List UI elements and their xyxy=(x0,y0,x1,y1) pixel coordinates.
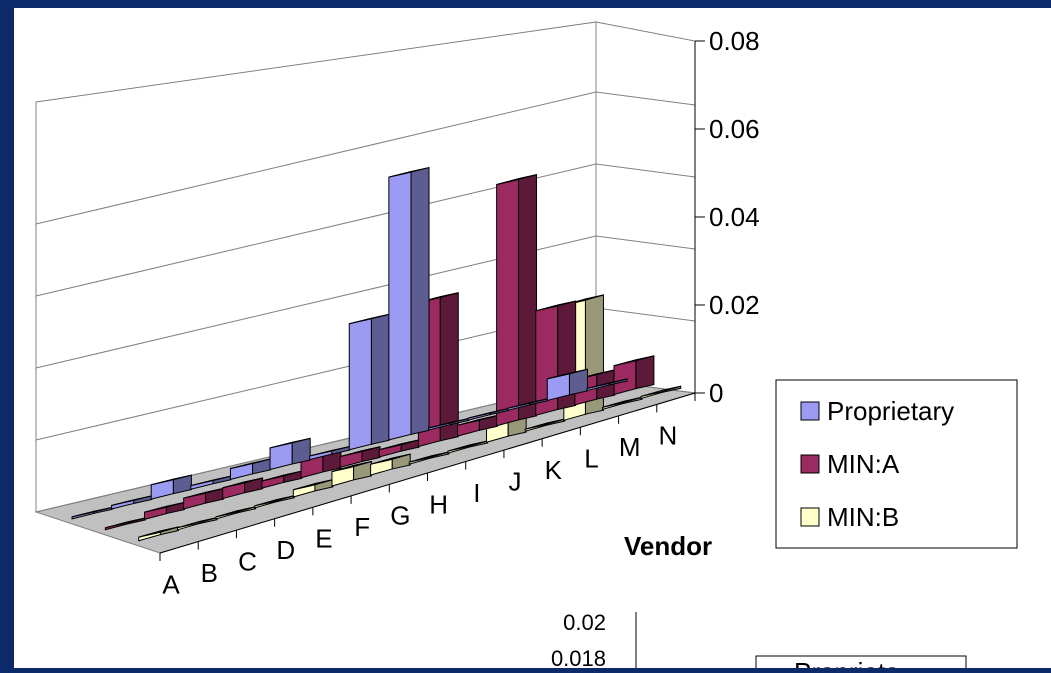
bar xyxy=(370,453,411,476)
second-chart-ytick-label: 0.02 xyxy=(563,610,606,635)
bar-front-face xyxy=(496,178,520,427)
bar xyxy=(269,437,311,471)
bar-side-face xyxy=(370,313,390,445)
x-tick-label: I xyxy=(473,478,480,508)
end-wall xyxy=(595,21,696,394)
y-tick-label: 0.04 xyxy=(709,202,760,232)
bar xyxy=(190,475,232,490)
gridline xyxy=(35,91,696,225)
x-tick-label: M xyxy=(619,432,641,462)
bar-top-face xyxy=(640,385,681,397)
bar-top-face xyxy=(535,300,576,312)
x-tick-label: F xyxy=(354,512,370,542)
bar-side-face xyxy=(439,292,459,442)
bar xyxy=(524,418,566,432)
x-tick-label: D xyxy=(276,535,295,565)
bar xyxy=(215,506,257,520)
x-axis-title: Vendor xyxy=(624,531,712,561)
bar-side-face xyxy=(518,174,538,421)
bar xyxy=(261,470,303,489)
bar xyxy=(331,460,373,487)
bar xyxy=(496,174,538,427)
x-tick-label: N xyxy=(659,421,678,451)
bar-top-face xyxy=(370,453,411,465)
bar-top-face xyxy=(613,355,655,367)
bar xyxy=(339,446,381,468)
bar xyxy=(507,398,549,411)
y-axis: 0 0.02 0.04 0.06 0.08 xyxy=(694,26,760,408)
x-tick-label: L xyxy=(584,444,598,474)
second-chart-ytick-label: 0.018 xyxy=(551,646,606,668)
legend-swatch xyxy=(800,507,820,527)
bar xyxy=(150,474,192,500)
legend-swatch xyxy=(800,401,820,421)
x-tick-label: K xyxy=(545,455,563,485)
x-tick-label: G xyxy=(390,501,410,531)
bar-side-face xyxy=(410,166,430,435)
bar-front-face xyxy=(388,170,412,441)
bar xyxy=(348,313,390,451)
bar-top-face xyxy=(222,477,263,489)
bar-top-face xyxy=(586,378,628,390)
legend-label: Proprietary xyxy=(827,396,954,426)
bar xyxy=(176,517,218,531)
bar xyxy=(222,477,264,500)
second-chart-legend-label: Proprieta xyxy=(794,657,900,668)
x-tick-label: A xyxy=(162,569,180,599)
legend-label: MIN:A xyxy=(827,449,900,479)
y-tick-label: 0 xyxy=(709,378,723,408)
bar xyxy=(111,495,153,510)
bar-side-face xyxy=(635,355,655,390)
bar-top-face xyxy=(388,167,430,178)
bar xyxy=(229,458,272,481)
legend-label: MIN:B xyxy=(827,502,899,532)
bar xyxy=(640,385,682,400)
gridline xyxy=(35,163,696,297)
gridline xyxy=(35,235,696,369)
x-tick-label: H xyxy=(429,489,448,519)
y-tick-label: 0.06 xyxy=(709,114,760,144)
bar-front-face xyxy=(348,317,372,451)
legend-swatch xyxy=(800,454,820,474)
bar xyxy=(104,517,146,531)
y-tick-label: 0.02 xyxy=(709,290,760,320)
bar-top-face xyxy=(339,446,381,458)
bar-top-face xyxy=(331,460,372,473)
y-tick-label: 0.08 xyxy=(709,26,760,56)
bar xyxy=(388,166,430,441)
bar xyxy=(586,378,628,392)
bars xyxy=(71,166,682,542)
bar xyxy=(309,445,351,461)
bar xyxy=(408,451,450,465)
legend: Proprietary MIN:A MIN:B xyxy=(775,379,1018,549)
x-tick-label: E xyxy=(315,524,332,554)
bar xyxy=(613,355,655,396)
bar xyxy=(546,368,588,402)
bar-top-face xyxy=(151,474,192,486)
x-tick-label: B xyxy=(201,558,218,588)
x-tick-label: C xyxy=(238,546,257,576)
bar-top-face xyxy=(496,174,537,186)
x-tick-label: J xyxy=(509,466,522,496)
bar-top-face xyxy=(547,368,588,380)
bar-top-face xyxy=(269,437,311,449)
